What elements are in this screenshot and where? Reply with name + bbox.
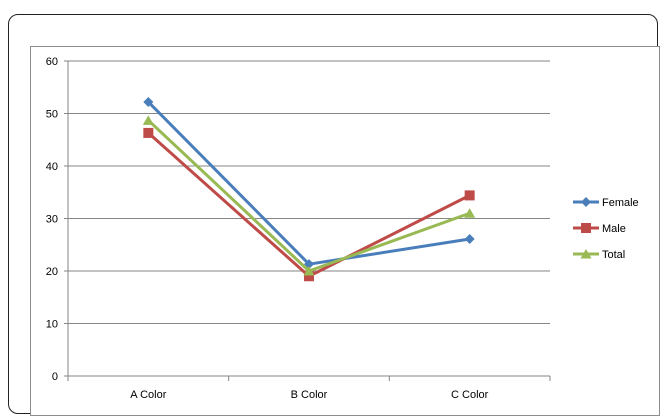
series-line-female [147, 100, 470, 266]
legend: Female Male Total [573, 197, 639, 261]
y-tick-label: 0 [52, 371, 58, 383]
series-lines [142, 96, 476, 282]
y-tick-label: 50 [46, 109, 58, 121]
x-tick-label: B Color [291, 389, 328, 401]
legend-marker-total [580, 249, 592, 259]
series-line-total [147, 119, 471, 273]
data-point-male [143, 127, 154, 138]
y-tick-label: 30 [46, 214, 58, 226]
data-point-male [304, 271, 314, 282]
gridlines [68, 60, 550, 324]
x-tick-label: A Color [130, 389, 166, 401]
data-point-total [142, 115, 154, 125]
legend-marker-female [581, 197, 591, 207]
x-tick-label: C Color [451, 389, 489, 401]
legend-label-male: Male [602, 223, 626, 235]
y-tick-label: 20 [46, 266, 58, 278]
data-point-total [303, 266, 315, 276]
chart-area [30, 46, 660, 416]
data-point-male [464, 190, 475, 201]
legend-label-total: Total [602, 249, 625, 261]
legend-label-female: Female [602, 197, 639, 209]
legend-marker-male [581, 223, 591, 233]
data-point-total [464, 208, 476, 218]
data-point-female [143, 96, 154, 107]
y-tick-label: 40 [46, 161, 58, 173]
y-tick-label: 60 [46, 56, 58, 68]
series-line-male [147, 131, 471, 278]
axes: 0 10 20 30 40 50 60 A Color B Color C Color [46, 56, 551, 401]
y-tick-label: 10 [46, 319, 58, 331]
data-point-female [464, 233, 475, 244]
